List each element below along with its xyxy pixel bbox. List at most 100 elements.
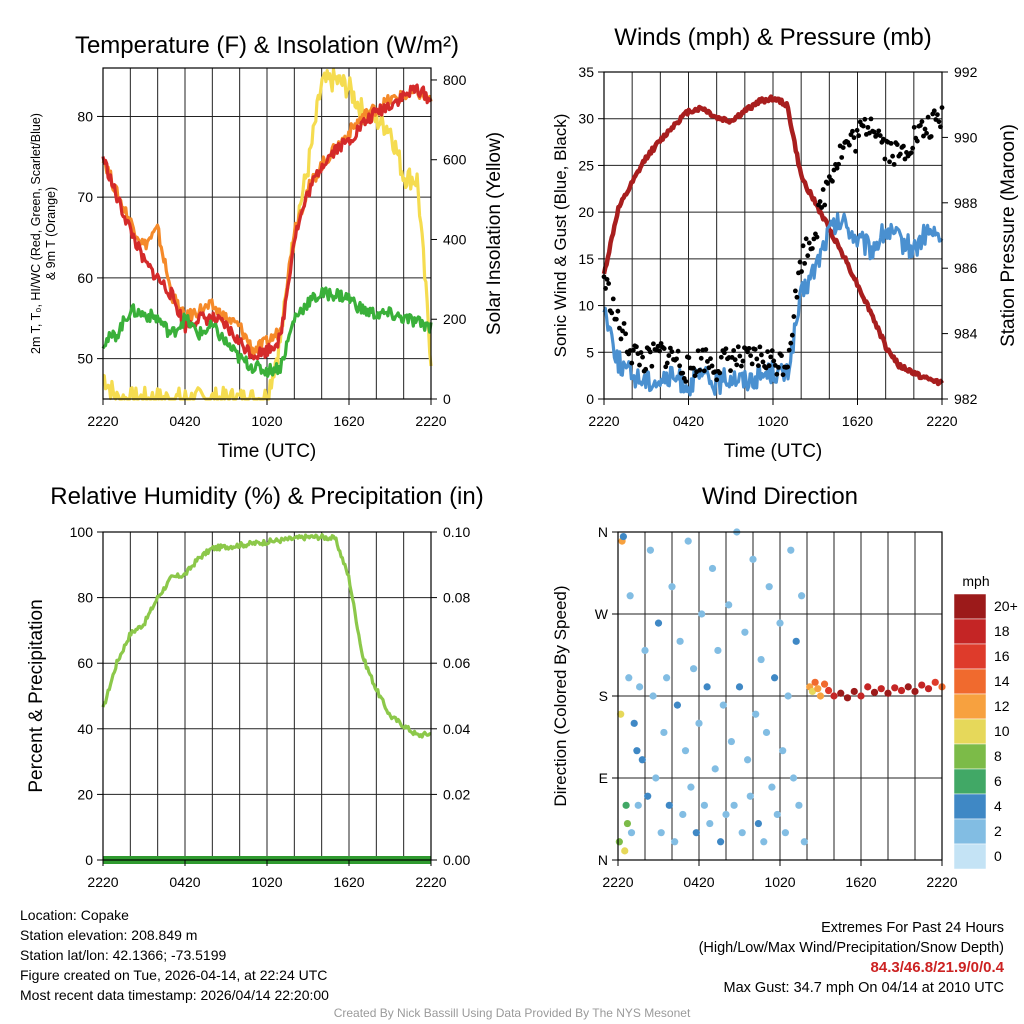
direction-point bbox=[706, 819, 714, 828]
gust-point bbox=[755, 363, 761, 369]
gust-point bbox=[606, 281, 612, 286]
gust-point bbox=[768, 354, 774, 360]
direction-point bbox=[752, 710, 760, 718]
direction-point bbox=[627, 829, 636, 837]
gust-point bbox=[860, 123, 866, 129]
y-tick-label: 15 bbox=[578, 251, 594, 267]
series-line-relative-humidity bbox=[101, 533, 432, 739]
gust-point bbox=[890, 153, 896, 159]
gust-point bbox=[817, 199, 823, 204]
y-tick-label: W bbox=[595, 606, 609, 622]
direction-point bbox=[781, 829, 790, 837]
x-tick-label: 0420 bbox=[169, 874, 200, 890]
gust-point bbox=[891, 161, 897, 167]
colorbar-label: 10 bbox=[994, 723, 1010, 739]
direction-point bbox=[771, 674, 779, 682]
y-axis-label: Sonic Wind & Gust (Blue, Black) bbox=[551, 114, 570, 358]
colorbar-swatch bbox=[953, 793, 987, 820]
gust-point bbox=[703, 347, 709, 352]
gust-point bbox=[785, 364, 791, 370]
direction-point bbox=[918, 681, 926, 689]
gust-point bbox=[769, 348, 775, 354]
direction-point bbox=[825, 686, 833, 695]
gust-point bbox=[862, 116, 868, 122]
direction-point bbox=[891, 684, 899, 692]
gust-point bbox=[731, 348, 737, 353]
direction-point bbox=[708, 564, 717, 573]
gust-point bbox=[806, 240, 812, 246]
extremes-values: 84.3/46.8/21.9/0/0.4 bbox=[870, 959, 1004, 976]
y2-tick-label: 982 bbox=[954, 391, 978, 407]
y2-tick-label: 992 bbox=[954, 64, 978, 80]
x-axis-label: Time (UTC) bbox=[724, 441, 823, 462]
direction-point bbox=[717, 838, 725, 846]
direction-point bbox=[931, 678, 939, 686]
chart-title: Temperature (F) & Insolation (W/m²) bbox=[75, 32, 459, 59]
y-tick-label: 25 bbox=[578, 157, 594, 173]
direction-point bbox=[735, 683, 744, 691]
x-axis-label: Time (UTC) bbox=[218, 441, 317, 462]
direction-point bbox=[762, 728, 771, 737]
gust-point bbox=[735, 344, 741, 350]
gust-point bbox=[680, 370, 686, 376]
colorbar-label: 16 bbox=[994, 648, 1010, 664]
x-tick-label: 0420 bbox=[673, 413, 704, 429]
gust-point bbox=[760, 359, 766, 365]
gust-point bbox=[766, 363, 772, 369]
y2-tick-label: 0.04 bbox=[443, 721, 470, 737]
gust-point bbox=[723, 346, 729, 352]
direction-point bbox=[633, 747, 641, 755]
direction-point bbox=[820, 680, 829, 688]
y-tick-label: 0 bbox=[586, 391, 594, 407]
direction-point bbox=[811, 678, 819, 686]
x-tick-label: 2220 bbox=[602, 874, 633, 890]
y2-tick-label: 0.02 bbox=[443, 786, 470, 802]
direction-point bbox=[784, 692, 792, 700]
colorbar-swatch bbox=[953, 643, 987, 670]
gust-point bbox=[615, 308, 621, 314]
colorbar-label: 8 bbox=[994, 748, 1002, 764]
direction-point bbox=[727, 737, 736, 746]
direction-point bbox=[760, 838, 768, 846]
gust-point bbox=[638, 350, 644, 355]
direction-point bbox=[649, 692, 657, 700]
x-tick-label: 1020 bbox=[251, 413, 282, 429]
gust-point bbox=[897, 151, 903, 157]
direction-point bbox=[776, 619, 784, 627]
chart-title: Wind Direction bbox=[702, 483, 858, 510]
colorbar-label: 0 bbox=[994, 848, 1002, 864]
y2-tick-label: 0.08 bbox=[443, 590, 470, 606]
gust-point bbox=[721, 350, 727, 356]
series-line-sonic-wind bbox=[602, 212, 944, 397]
direction-point bbox=[850, 687, 858, 696]
direction-point bbox=[757, 655, 765, 664]
gust-point bbox=[748, 353, 754, 359]
y-tick-label: S bbox=[599, 688, 608, 704]
direction-point bbox=[765, 583, 773, 591]
direction-point bbox=[746, 792, 754, 800]
gust-point bbox=[779, 353, 784, 359]
gust-point bbox=[643, 366, 649, 372]
direction-point bbox=[615, 838, 623, 846]
direction-point bbox=[843, 694, 852, 702]
gust-point bbox=[794, 294, 800, 300]
direction-point bbox=[870, 688, 879, 696]
colorbar-swatch bbox=[953, 618, 987, 645]
chart-title: Relative Humidity (%) & Precipitation (i… bbox=[50, 483, 483, 510]
gust-point bbox=[714, 377, 720, 383]
gust-point bbox=[850, 128, 855, 134]
gust-point bbox=[701, 368, 707, 374]
direction-point bbox=[625, 674, 633, 682]
series-line-dew-point bbox=[101, 286, 433, 378]
gust-point bbox=[802, 261, 808, 266]
direction-point bbox=[679, 810, 687, 819]
gust-point bbox=[697, 367, 703, 373]
y-tick-label: 35 bbox=[578, 64, 594, 80]
gust-point bbox=[661, 346, 667, 351]
gust-point bbox=[786, 347, 792, 353]
gust-point bbox=[675, 348, 681, 354]
gust-point bbox=[609, 310, 615, 316]
gust-point bbox=[868, 116, 874, 122]
gust-point bbox=[825, 181, 831, 186]
gust-point bbox=[803, 236, 809, 242]
